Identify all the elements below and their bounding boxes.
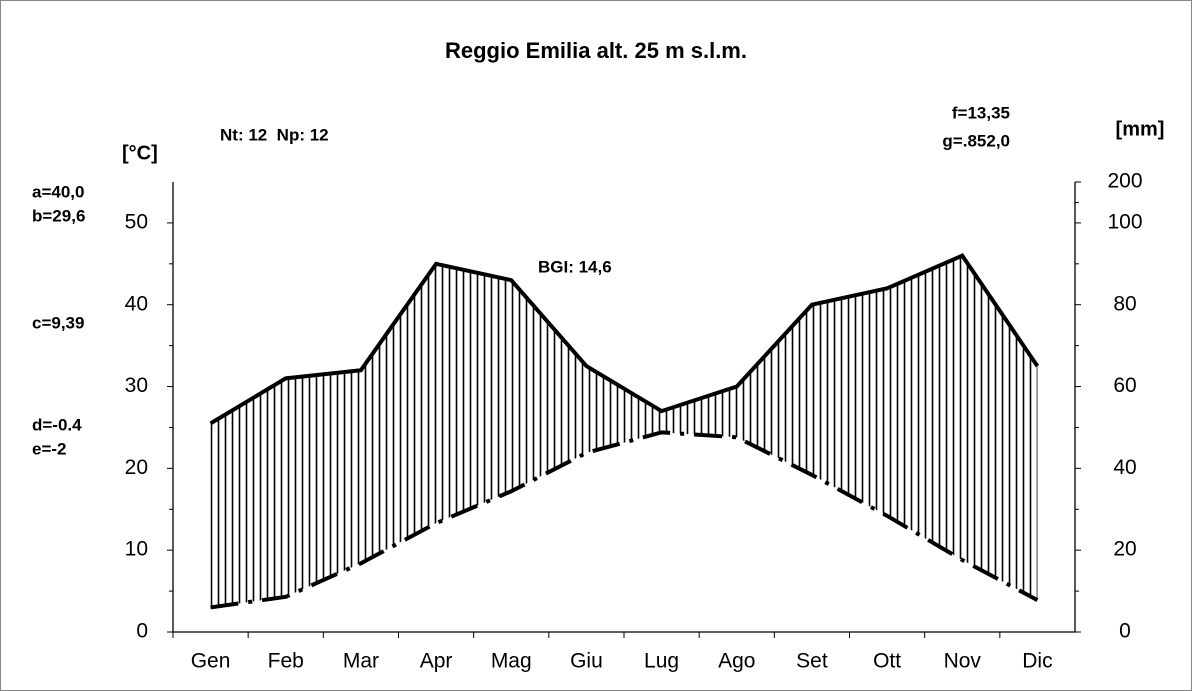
x-tick-label: Lug [644,650,679,673]
y-tick-label: 10 [125,538,148,561]
x-tick-label: Feb [268,650,304,673]
annotation: f=13,35 [952,103,1010,122]
y-tick-label: 20 [125,456,148,479]
x-tick-label: Ott [873,650,901,673]
y2-tick-label: 60 [1113,374,1136,397]
x-tick-label: Mar [343,650,379,673]
annotation: b=29,6 [32,206,85,225]
y-tick-label: 30 [125,374,148,397]
x-tick-label: Nov [944,650,982,673]
x-tick-label: Giu [570,650,603,673]
annotation: Nt: 12 Np: 12 [220,125,329,144]
y-tick-label: 0 [136,620,148,643]
x-tick-label: Apr [420,650,453,673]
y2-axis-label: [mm] [1116,118,1165,140]
y2-tick-label: 80 [1113,292,1136,315]
annotation: a=40,0 [32,182,84,201]
x-tick-label: Dic [1022,650,1052,673]
series-line [210,430,1039,610]
series-line [209,253,1040,426]
y-tick-label: 40 [125,292,148,315]
y-tick-label: 50 [125,210,148,233]
annotation: e=-2 [32,439,67,458]
y2-tick-label: 100 [1107,210,1142,233]
y2-tick-label: 40 [1113,456,1136,479]
annotation: g=.852,0 [942,131,1010,150]
annotation: d=-0.4 [32,415,82,434]
annotation: c=9,39 [32,313,84,332]
x-tick-label: Gen [191,650,231,673]
chart-title: Reggio Emilia alt. 25 m s.l.m. [445,38,747,63]
y2-tick-label: 20 [1113,538,1136,561]
y2-tick-label: 200 [1107,170,1142,193]
x-tick-label: Ago [718,650,755,673]
x-tick-label: Set [796,650,828,673]
y2-tick-label: 0 [1119,620,1131,643]
y-axis-label: [°C] [122,142,158,164]
annotation: BGI: 14,6 [538,257,612,276]
x-tick-label: Mag [491,650,532,673]
